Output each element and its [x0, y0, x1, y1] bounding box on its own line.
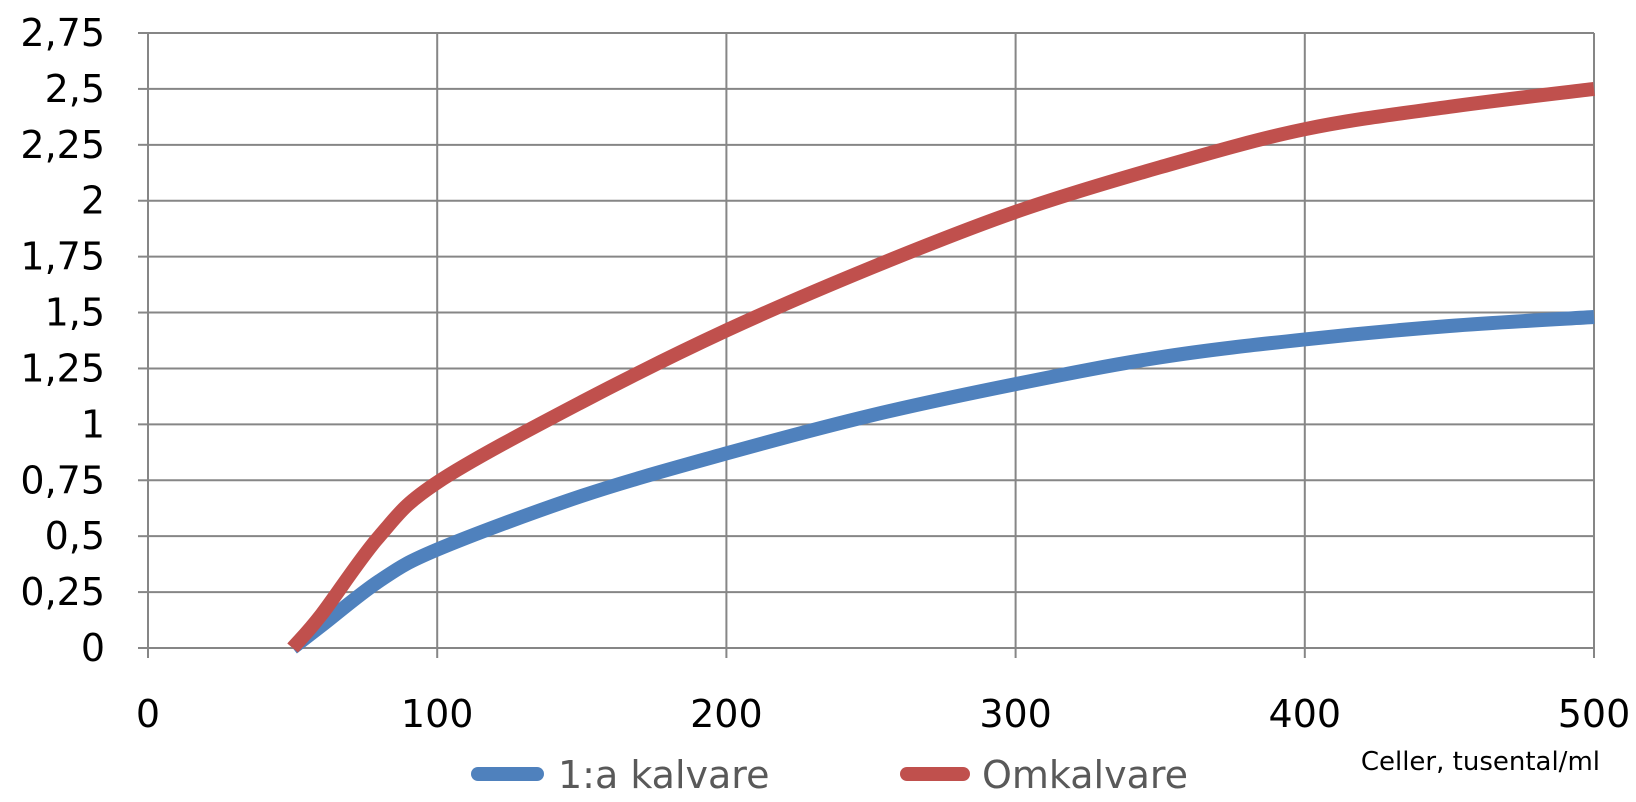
x-tick-label: 100	[401, 692, 474, 736]
x-tick-label: 200	[690, 692, 763, 736]
x-axis-title: Celler, tusental/ml	[1361, 747, 1600, 777]
y-tick-label: 2,5	[45, 67, 105, 111]
legend-label-2: Omkalvare	[982, 753, 1188, 797]
series-line-1	[288, 310, 1595, 654]
tick-labels: 0 0,25 0,5 0,75 1 1,25 1,5 1,75 2 2,25 2,5 2,75 0 100…	[20, 11, 1630, 736]
y-tick-label: 1,75	[20, 235, 105, 279]
x-tick-label: 500	[1558, 692, 1631, 736]
series-line-2	[287, 81, 1595, 653]
x-tick-label: 400	[1269, 692, 1342, 736]
y-tick-label: 0,25	[20, 570, 105, 614]
y-tick-label: 2	[81, 179, 105, 223]
y-tick-label: 1	[81, 402, 105, 446]
legend: 1:a kalvare Omkalvare	[471, 753, 1188, 797]
x-tick-label: 300	[979, 692, 1052, 736]
series-lines	[287, 81, 1595, 654]
y-tick-label: 1,5	[45, 291, 105, 335]
axes	[138, 32, 1595, 658]
y-tick-label: 2,75	[20, 11, 105, 55]
x-tick-label: 0	[136, 692, 160, 736]
legend-label-1: 1:a kalvare	[558, 753, 769, 797]
y-tick-label: 0,75	[20, 458, 105, 502]
y-tick-label: 1,25	[20, 346, 105, 390]
y-tick-label: 2,25	[20, 123, 105, 167]
y-tick-label: 0	[81, 626, 105, 670]
grid	[148, 32, 1595, 648]
y-tick-label: 0,5	[45, 514, 105, 558]
